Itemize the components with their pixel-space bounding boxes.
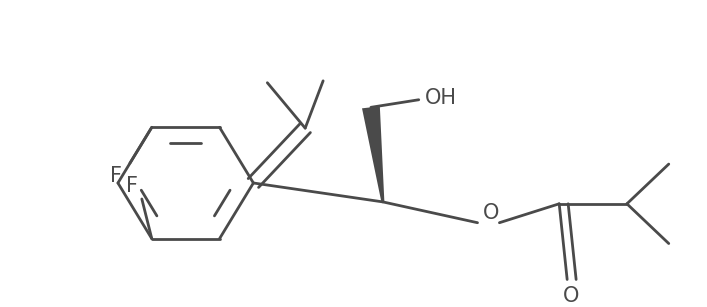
Text: O: O <box>484 203 500 223</box>
Text: F: F <box>110 166 122 186</box>
Text: O: O <box>563 286 579 306</box>
Polygon shape <box>362 106 385 202</box>
Text: F: F <box>126 176 138 196</box>
Text: OH: OH <box>425 88 457 108</box>
